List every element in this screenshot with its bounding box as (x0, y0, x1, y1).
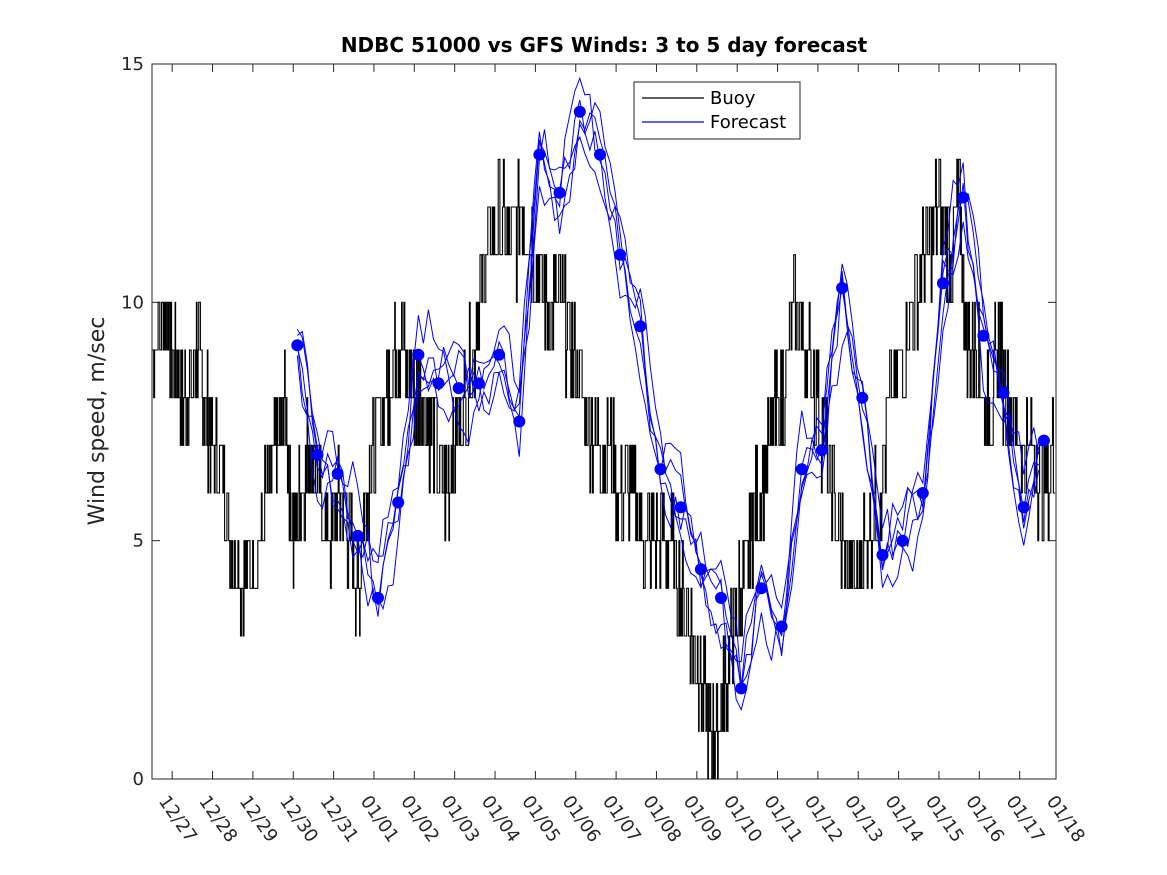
y-tick-label: 15 (121, 54, 144, 75)
forecast-point (896, 534, 909, 547)
chart-title: NDBC 51000 vs GFS Winds: 3 to 5 day fore… (341, 33, 868, 57)
forecast-point (775, 620, 788, 633)
forecast-point (392, 496, 405, 509)
y-tick-label: 0 (133, 769, 144, 790)
forecast-point (836, 282, 849, 294)
forecast-point (694, 563, 707, 576)
forecast-line (296, 112, 1040, 689)
forecast-point (372, 591, 384, 604)
forecast-point (634, 320, 647, 333)
forecast-point (715, 591, 727, 604)
forecast-point (291, 339, 304, 352)
forecast-point (735, 682, 748, 695)
forecast-point (755, 582, 768, 595)
forecast-point (493, 348, 506, 361)
forecast-point (916, 487, 929, 499)
forecast-point (311, 448, 324, 461)
forecast-point (614, 248, 627, 261)
forecast-point (472, 377, 485, 390)
y-axis-ticks: 0 5 10 15 (121, 54, 1056, 790)
forecast-point (674, 501, 687, 514)
forecast-line (296, 76, 1040, 687)
plot-area (151, 63, 1057, 780)
forecast-point (977, 329, 990, 342)
forecast-point (513, 415, 526, 428)
forecast-line (296, 129, 1040, 712)
forecast-point (876, 549, 889, 561)
legend-buoy-label: Buoy (710, 88, 756, 109)
legend-box (633, 81, 801, 140)
forecast-point (795, 463, 808, 476)
forecast-point (553, 186, 566, 199)
legend-forecast-label: Forecast (710, 112, 786, 133)
forecast-point (452, 382, 465, 395)
forecast-line (296, 99, 1040, 691)
forecast-point (573, 105, 586, 118)
legend: Buoy Forecast (633, 81, 801, 140)
forecast-point (997, 386, 1010, 399)
forecast-point (856, 391, 869, 404)
forecast-point (432, 377, 445, 390)
forecast-point (957, 191, 970, 204)
forecast-point (1017, 501, 1030, 514)
y-axis-label: Wind speed, m/sec (85, 317, 110, 526)
forecast-point (412, 348, 425, 361)
forecast-line (296, 101, 1040, 663)
buoy-line (152, 158, 1056, 780)
forecast-point (815, 444, 828, 457)
forecast-point (331, 467, 344, 480)
forecast-point (937, 277, 949, 290)
y-tick-label: 5 (133, 531, 144, 552)
forecast-series (291, 76, 1050, 712)
buoy-series (152, 158, 1056, 780)
y-tick-label: 10 (121, 292, 144, 313)
forecast-point (533, 148, 546, 161)
forecast-point (351, 529, 364, 542)
forecast-point (654, 463, 667, 476)
forecast-point (594, 148, 606, 161)
forecast-point (1037, 434, 1050, 447)
